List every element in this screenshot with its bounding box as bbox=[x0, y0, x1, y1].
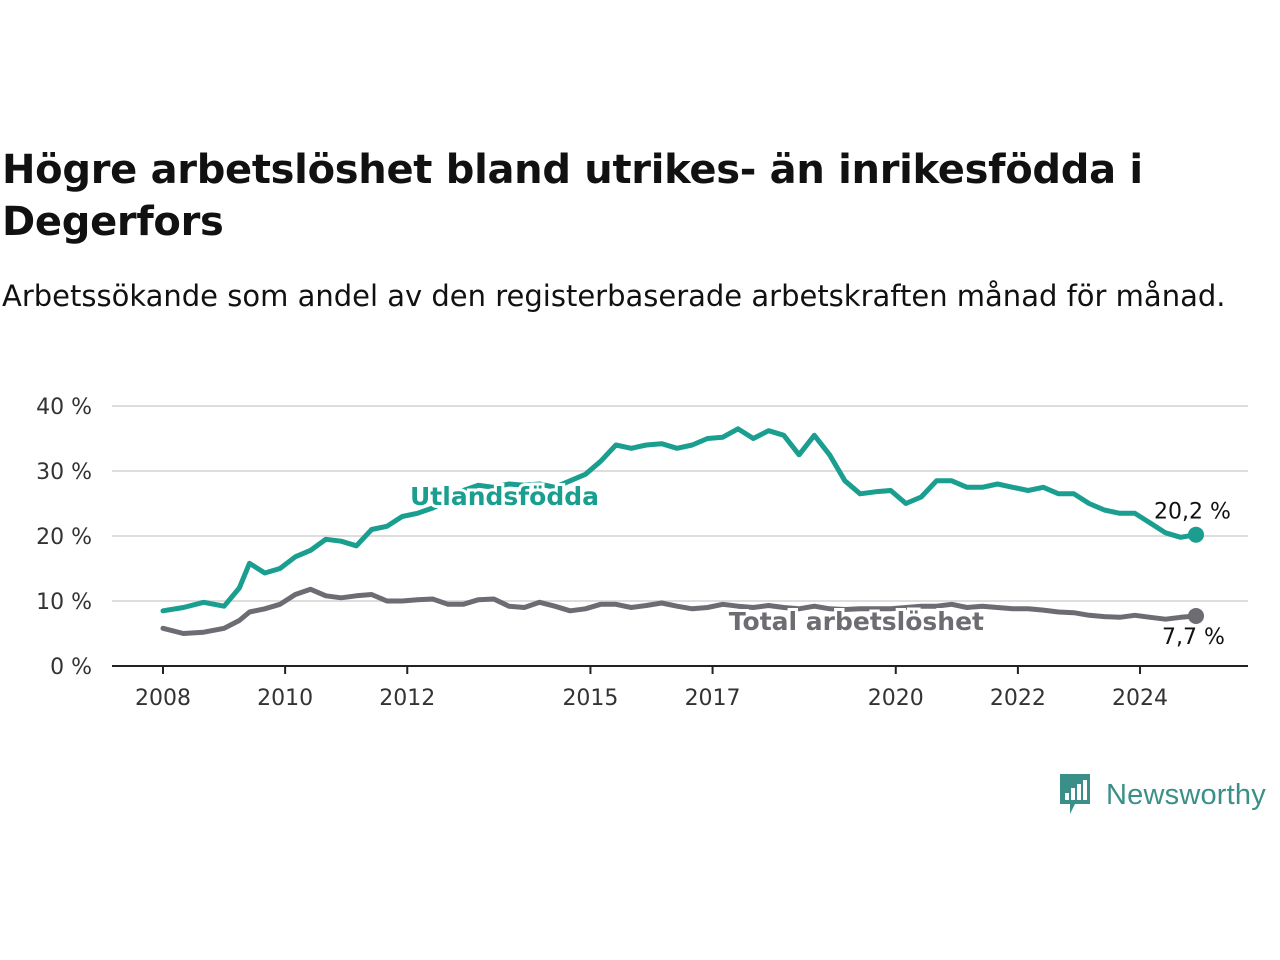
y-tick-label: 30 % bbox=[36, 460, 92, 485]
brand-logo: Newsworthy bbox=[1058, 772, 1266, 818]
x-tick-label: 2022 bbox=[990, 686, 1046, 711]
series-lines bbox=[160, 426, 1204, 636]
series-line bbox=[160, 586, 1199, 636]
gridlines bbox=[112, 405, 1248, 602]
y-axis-ticks: 0 % 10 % 20 % 30 % 40 % bbox=[36, 395, 92, 680]
x-tick-label: 2024 bbox=[1112, 686, 1168, 711]
x-tick-label: 2017 bbox=[685, 686, 741, 711]
newsworthy-logo-icon bbox=[1060, 774, 1090, 814]
y-tick-label: 0 % bbox=[50, 655, 92, 680]
series-end-label: 7,7 % bbox=[1162, 625, 1225, 650]
y-tick-label: 40 % bbox=[36, 395, 92, 420]
series-end-label: 20,2 % bbox=[1154, 500, 1231, 525]
x-tick-label: 2020 bbox=[868, 686, 924, 711]
x-tick-label: 2010 bbox=[257, 686, 313, 711]
x-tick-label: 2012 bbox=[379, 686, 435, 711]
series-line bbox=[160, 426, 1199, 614]
y-tick-label: 20 % bbox=[36, 525, 92, 550]
line-chart: 0 % 10 % 20 % 30 % 40 % 2008 2010 2012 2015 2017… bbox=[36, 395, 1248, 711]
brand-name: Newsworthy bbox=[1106, 778, 1266, 811]
series-end-marker bbox=[1188, 526, 1204, 543]
chart-title: Högre arbetslöshet bland utrikes- än inr… bbox=[2, 147, 1143, 245]
chart-subtitle: Arbetssökande som andel av den registerb… bbox=[2, 279, 1226, 313]
series-name-label: Total arbetslöshet bbox=[729, 607, 984, 636]
x-tick-label: 2008 bbox=[135, 686, 191, 711]
x-tick-label: 2015 bbox=[562, 686, 618, 711]
series-end-marker bbox=[1188, 607, 1204, 624]
y-tick-label: 10 % bbox=[36, 590, 92, 615]
series-labels: 20,2 % Utlandsfödda 7,7 % Total arbetslöshe… bbox=[407, 479, 1233, 652]
series-name-label: Utlandsfödda bbox=[410, 482, 599, 511]
x-axis: 2008 2010 2012 2015 2017 2020 2022 2024 bbox=[112, 665, 1248, 711]
